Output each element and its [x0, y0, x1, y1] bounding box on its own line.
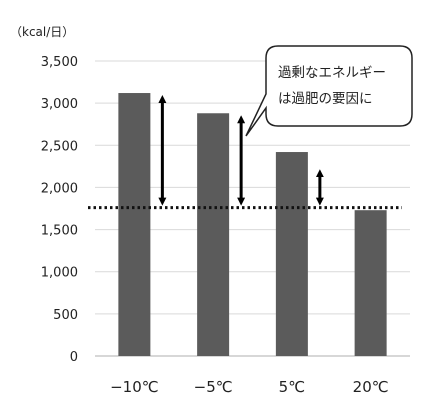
bar [118, 93, 151, 357]
x-tick-label: −10℃ [110, 378, 159, 396]
annotation-callout: 過剰なエネルギー は過肥の要因に [245, 45, 413, 137]
y-axis-unit-label: （kcal/日） [10, 25, 74, 39]
bar [354, 210, 387, 356]
x-tick-label: 5℃ [279, 378, 305, 396]
y-tick-label: 1,500 [41, 224, 78, 239]
y-tick-label: 2,000 [41, 181, 78, 196]
y-tick-label: 0 [70, 350, 78, 365]
y-tick-label: 500 [53, 308, 78, 323]
y-tick-label: 3,500 [41, 55, 78, 70]
x-tick-label: 20℃ [353, 378, 389, 396]
annotation-line-1: 過剰なエネルギー [278, 65, 386, 81]
y-tick-label: 2,500 [41, 139, 78, 154]
bar [275, 152, 308, 356]
y-tick-label: 3,000 [41, 97, 78, 112]
y-tick-label: 1,000 [41, 266, 78, 281]
x-tick-label: −5℃ [194, 378, 233, 396]
bar [197, 113, 230, 356]
callout-bubble [245, 45, 413, 137]
annotation-line-2: は過肥の要因に [278, 91, 373, 107]
